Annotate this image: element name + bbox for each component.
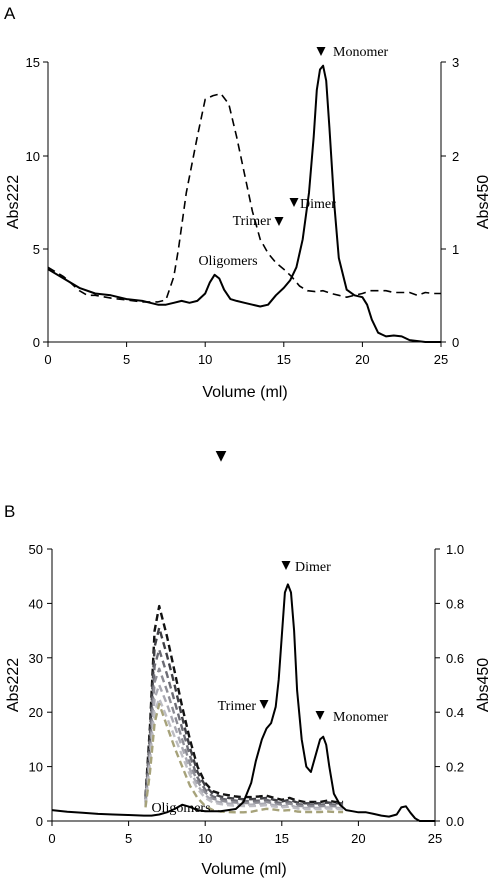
panel-b-y-left-axis-title: Abs222: [5, 658, 22, 712]
panel-b-x-tick-label: 25: [428, 831, 442, 846]
panel-a-x-tick-label: 15: [277, 352, 291, 367]
abs222-solid-series-line: [47, 64, 441, 343]
panel-a-y-left-tick-label: 10: [26, 149, 40, 164]
panel-b-y-right-ticks: [435, 548, 440, 822]
monomer-arrow-icon: [316, 47, 326, 56]
monomer-arrow-icon: [315, 711, 325, 720]
stray-marker-icon: ▼: [216, 448, 227, 464]
panel-b-y-right-tick-label: 0.8: [446, 596, 464, 611]
abs450-dashed-series-line: [144, 702, 344, 814]
panel-b-y-right-tick-label: 0.6: [446, 651, 464, 666]
panel-a-y-right-tick-label: 0: [452, 335, 459, 350]
panel-b-x-tick-label: 15: [275, 831, 289, 846]
abs450-dashed-series-line: [144, 604, 344, 804]
panel-b-dimer-label: Dimer: [295, 560, 331, 575]
panel-b-x-tick-label: 0: [48, 831, 55, 846]
panel-b-y-right-tick-label: 0.2: [446, 760, 464, 775]
panel-a-y-left-tick-labels: 0 5 10 15: [26, 55, 40, 350]
panel-b-x-tick-label: 20: [351, 831, 365, 846]
panel-a-x-tick-label: 20: [355, 352, 369, 367]
abs450-dashed-series-line: [144, 626, 344, 805]
abs450-dashed-series-line: [144, 648, 344, 806]
panel-b-monomer-label: Monomer: [333, 710, 389, 725]
panel-a-letter: A: [4, 4, 16, 23]
panel-a-plot-area: [47, 64, 441, 343]
panel-b-y-left-tick-label: 20: [29, 705, 43, 720]
dimer-arrow-icon: [281, 561, 291, 570]
trimer-arrow-icon: [274, 217, 284, 226]
panel-a-y-right-tick-label: 3: [452, 55, 459, 70]
panel-b-annotations: Dimer Trimer Monomer Oligomers: [151, 560, 388, 816]
panel-a-dimer-label: Dimer: [300, 197, 336, 212]
abs450-dashed-series-line: [144, 667, 344, 808]
panel-b-frame: [51, 549, 436, 822]
panel-a-y-right-tick-label: 1: [452, 242, 459, 257]
panel-a-y-left-tick-label: 5: [33, 242, 40, 257]
panel-b-x-axis-title: Volume (ml): [201, 861, 286, 878]
panel-a-y-right-tick-label: 2: [452, 149, 459, 164]
panel-a-x-tick-labels: 0 5 10 15 20 25: [44, 352, 448, 367]
panel-a-y-right-ticks: [441, 61, 446, 343]
panel-a-oligomers-label: Oligomers: [198, 254, 257, 269]
panel-a-trimer-label: Trimer: [233, 214, 272, 229]
panel-b-plot-area: [51, 583, 435, 822]
panel-b-y-right-axis-title: Abs450: [475, 658, 492, 712]
panel-b-y-right-tick-labels: 0.0 0.2 0.4 0.6 0.8 1.0: [446, 542, 464, 829]
panel-a-y-left-axis-title: Abs222: [5, 175, 22, 229]
panel-b-x-tick-labels: 0 5 10 15 20 25: [48, 831, 442, 846]
panel-a-x-axis-title: Volume (ml): [202, 384, 287, 401]
panel-b-y-left-tick-label: 30: [29, 651, 43, 666]
panel-b-y-right-tick-label: 1.0: [446, 542, 464, 557]
panel-b-trimer-label: Trimer: [218, 699, 257, 714]
panel-a-y-left-tick-label: 0: [33, 335, 40, 350]
panel-b-y-left-tick-labels: 0 10 20 30 40 50: [29, 542, 43, 829]
panel-a-x-tick-label: 10: [198, 352, 212, 367]
panel-b-y-right-tick-label: 0.0: [446, 814, 464, 829]
panel-b-y-left-tick-label: 50: [29, 542, 43, 557]
panel-a: A 0 5 10 15 20 25: [4, 4, 492, 401]
panel-a-frame: [47, 62, 442, 343]
panel-a-y-left-tick-label: 15: [26, 55, 40, 70]
panel-b-x-tick-label: 10: [198, 831, 212, 846]
panel-a-x-tick-label: 25: [434, 352, 448, 367]
panel-a-annotations: Monomer Dimer Trimer Oligomers: [198, 45, 388, 269]
panel-b-oligomers-label: Oligomers: [151, 801, 210, 816]
panel-a-x-ticks: [47, 342, 442, 347]
panel-b: B 0 5 10 15 20 25: [4, 502, 492, 878]
panel-b-y-left-ticks: [47, 548, 52, 822]
dimer-arrow-icon: [289, 198, 299, 207]
panel-a-monomer-label: Monomer: [333, 45, 389, 60]
panel-b-x-tick-label: 5: [125, 831, 132, 846]
panel-a-y-right-axis-title: Abs450: [475, 175, 492, 229]
abs450-dashed-series-line: [144, 697, 344, 811]
panel-a-y-right-tick-labels: 0 1 2 3: [452, 55, 459, 350]
abs450-dashed-series-line: [47, 92, 441, 303]
panel-b-y-right-tick-label: 0.4: [446, 705, 464, 720]
panel-b-y-left-tick-label: 10: [29, 760, 43, 775]
panel-b-y-left-tick-label: 40: [29, 596, 43, 611]
trimer-arrow-icon: [259, 700, 269, 709]
panel-b-y-left-tick-label: 0: [36, 814, 43, 829]
panel-b-x-ticks: [51, 821, 436, 826]
panel-a-x-tick-label: 0: [44, 352, 51, 367]
abs222-solid-series-line: [51, 583, 435, 822]
panel-a-x-tick-label: 5: [123, 352, 130, 367]
panel-b-letter: B: [4, 502, 15, 521]
panel-a-y-left-ticks: [43, 61, 48, 343]
